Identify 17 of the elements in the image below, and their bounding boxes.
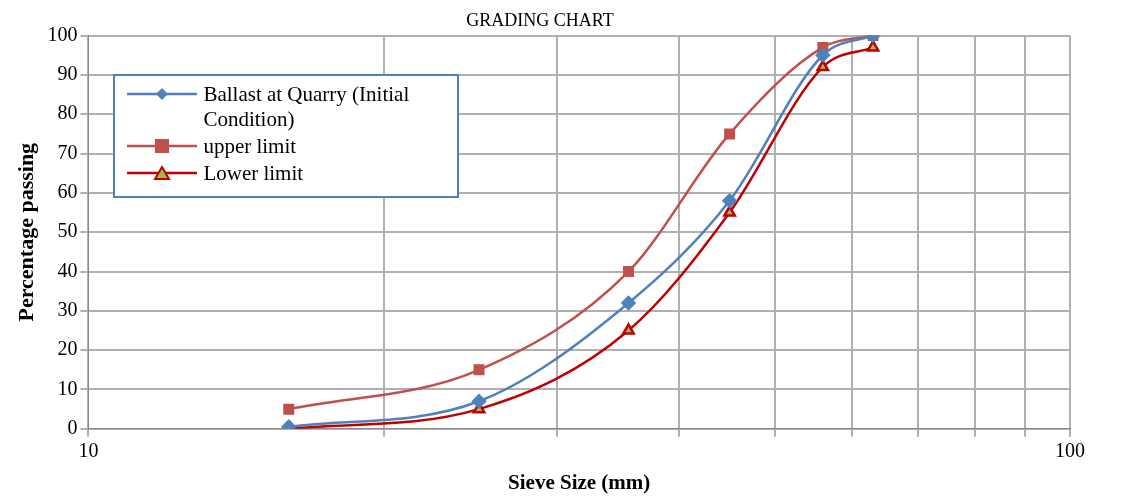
- y-tick-label: 30: [57, 298, 78, 321]
- y-tick-label: 20: [57, 337, 78, 360]
- legend-label: Lower limit: [203, 160, 304, 186]
- legend-label: upper limit: [203, 133, 297, 159]
- y-tick-label: 10: [57, 376, 78, 399]
- y-tick-label: 80: [57, 101, 78, 124]
- legend-label: Ballast at Quarry (Initial Condition): [203, 81, 411, 132]
- y-tick-label: 0: [67, 416, 78, 439]
- x-axis-title: Sieve Size (mm): [508, 469, 651, 494]
- y-tick-label: 100: [47, 22, 78, 45]
- y-tick-label: 70: [57, 140, 78, 163]
- y-tick-label: 90: [57, 62, 78, 85]
- y-axis-title: Percentage passing: [12, 142, 38, 322]
- chart-title: GRADING CHART: [466, 9, 614, 30]
- y-tick-label: 60: [57, 180, 78, 203]
- y-tick-label: 50: [57, 219, 78, 242]
- y-tick-label: 40: [57, 258, 78, 281]
